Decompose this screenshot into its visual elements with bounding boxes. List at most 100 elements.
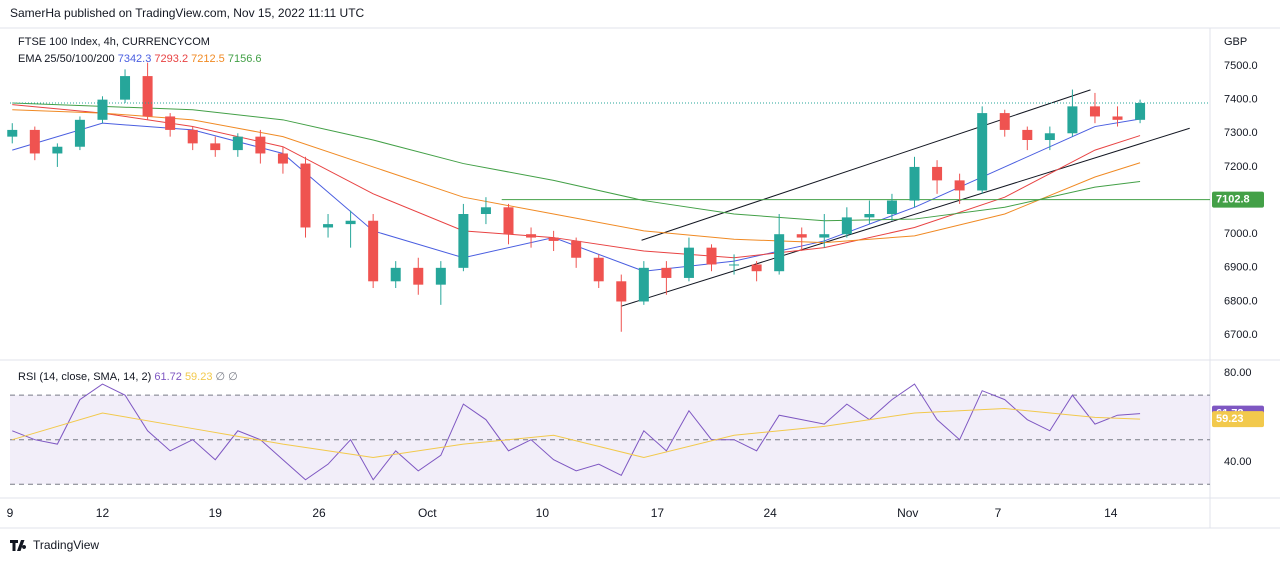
y-tick-label: 7400.0	[1224, 94, 1258, 106]
candle-body	[1112, 116, 1123, 120]
ema-line	[12, 104, 1141, 259]
rsi-legend: RSI (14, close, SMA, 14, 2) 61.72 59.23 …	[18, 371, 238, 383]
candle-body	[413, 267, 424, 285]
candle-body	[210, 143, 221, 151]
y-tick-label: 7000.0	[1224, 228, 1258, 240]
ema-line	[12, 118, 1141, 272]
candle-body	[435, 267, 446, 285]
ema-label: EMA 25/50/100/200	[18, 53, 115, 65]
candle-body	[1089, 106, 1100, 117]
candle-body	[277, 153, 288, 164]
candle-body	[120, 76, 131, 100]
candle-body	[661, 267, 672, 278]
candle-body	[706, 247, 717, 265]
candle-body	[819, 234, 830, 238]
candle-body	[458, 214, 469, 268]
x-tick-label: Oct	[418, 506, 437, 520]
candle-body	[616, 281, 627, 302]
candle-body	[909, 166, 920, 201]
brand-logo	[10, 540, 27, 551]
trendline	[621, 127, 1190, 307]
candle-body	[1022, 129, 1033, 141]
y-tick-label: 7500.0	[1224, 60, 1258, 72]
rsi-extra: ∅ ∅	[216, 371, 238, 383]
candle-body	[593, 257, 604, 282]
candle-body	[97, 99, 108, 120]
brand: TradingView	[33, 538, 99, 552]
chart-title: FTSE 100 Index, 4h, CURRENCYCOM	[18, 36, 210, 48]
candle-body	[954, 180, 965, 191]
candle-body	[345, 220, 356, 225]
y-tick-label: 7300.0	[1224, 127, 1258, 139]
x-tick-label: 12	[96, 506, 110, 520]
candle-body	[1135, 103, 1146, 120]
candle-body	[796, 234, 807, 238]
rsi-sma-value: 59.23	[185, 371, 213, 383]
rsi-value: 61.72	[154, 371, 182, 383]
candle-body	[932, 166, 943, 181]
ema-value: 7212.5	[191, 53, 225, 65]
candle-body	[841, 217, 852, 235]
candle-body	[255, 136, 266, 154]
level-label-box	[1212, 191, 1264, 208]
candle-body	[52, 146, 63, 154]
candle-body	[390, 267, 401, 282]
ema-value: 7156.6	[228, 53, 262, 65]
candle-body	[774, 234, 785, 272]
candle-body	[683, 247, 694, 278]
candle-body	[323, 224, 334, 228]
y-tick-label: 6800.0	[1224, 295, 1258, 307]
candle-body	[526, 234, 537, 238]
ema-legend: EMA 25/50/100/200 7342.3 7293.2 7212.5 7…	[18, 53, 262, 65]
y-tick-label: 6700.0	[1224, 329, 1258, 341]
candle-body	[571, 240, 582, 258]
trendline	[641, 89, 1091, 241]
candle-body	[187, 129, 198, 144]
candle-body	[368, 220, 379, 282]
x-tick-label: 24	[763, 506, 777, 520]
candle-body	[729, 264, 740, 266]
ema-value: 7293.2	[154, 53, 188, 65]
x-tick-label: 26	[312, 506, 326, 520]
y-tick-label: 80.00	[1224, 367, 1252, 379]
x-tick-label: 7	[995, 506, 1002, 520]
candle-body	[232, 136, 243, 151]
candle-body	[300, 163, 311, 228]
ema-line	[12, 102, 1141, 222]
candle-body	[142, 76, 153, 117]
candle-body	[638, 267, 649, 302]
x-tick-label: Nov	[897, 506, 918, 520]
level-label: 7102.8	[1216, 194, 1250, 206]
rsi-line	[12, 383, 1141, 481]
candle-body	[480, 207, 491, 215]
candle-body	[864, 214, 875, 218]
candle-body	[29, 129, 40, 154]
rsi-line	[12, 408, 1141, 459]
candle-body	[7, 129, 18, 137]
candle-body	[1044, 133, 1055, 141]
candle-body	[977, 113, 988, 191]
candle-body	[165, 116, 176, 130]
candle-body	[751, 264, 762, 272]
y-tick-label: 7200.0	[1224, 161, 1258, 173]
candle-body	[886, 200, 897, 215]
candle-body	[74, 119, 85, 147]
publisher: SamerHa published on TradingView.com, No…	[10, 6, 365, 20]
x-tick-label: 9	[7, 506, 14, 520]
currency: GBP	[1224, 36, 1247, 48]
rsi-title: RSI (14, close, SMA, 14, 2)	[18, 371, 151, 383]
candle-body	[999, 113, 1010, 130]
y-tick-label: 6900.0	[1224, 262, 1258, 274]
candle-body	[1067, 106, 1078, 134]
candle-body	[548, 237, 559, 241]
y-tick-label: 40.00	[1224, 456, 1252, 468]
x-tick-label: 14	[1104, 506, 1118, 520]
rsi-value-label: 59.23	[1216, 413, 1244, 425]
x-tick-label: 19	[209, 506, 223, 520]
x-tick-label: 10	[536, 506, 550, 520]
ema-value: 7342.3	[118, 53, 152, 65]
x-tick-label: 17	[651, 506, 665, 520]
rsi-value-label-box	[1212, 411, 1264, 428]
